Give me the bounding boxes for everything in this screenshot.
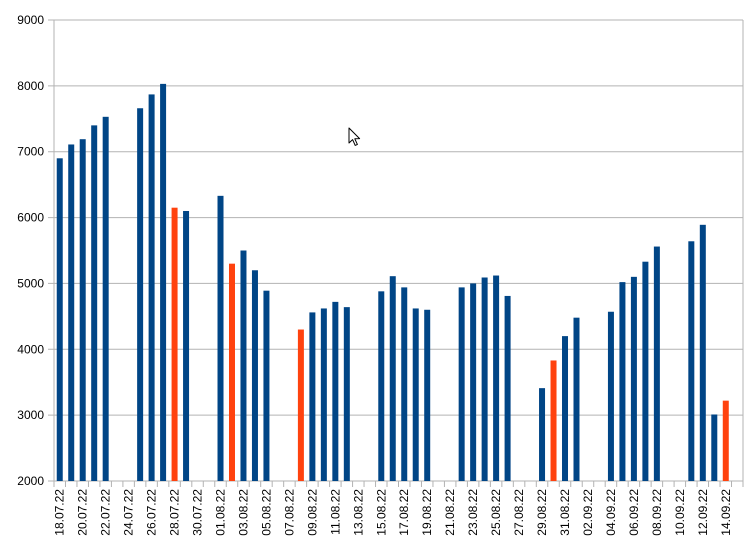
bar-22.08.22 [458, 287, 465, 481]
x-tick-label: 01.08.22 [214, 489, 228, 536]
bar-05.08.22 [263, 290, 270, 481]
bar-20.07.22 [79, 139, 86, 482]
bar-19.07.22 [68, 144, 75, 481]
y-tick-label: 5000 [17, 276, 44, 290]
x-tick-label: 30.07.22 [191, 489, 205, 536]
bar-01.09.22 [573, 317, 580, 481]
y-tick-label: 2000 [17, 474, 44, 488]
bar-07.09.22 [642, 261, 649, 481]
x-tick-label: 15.08.22 [374, 489, 388, 536]
bar-13.09.22 [711, 414, 718, 481]
bar-25.07.22 [137, 108, 144, 482]
x-tick-label: 19.08.22 [420, 489, 434, 536]
bar-23.08.22 [470, 283, 477, 481]
y-tick-label: 6000 [17, 211, 44, 225]
x-tick-label: 22.07.22 [99, 489, 113, 536]
bars [56, 83, 729, 482]
x-tick-label: 25.08.22 [489, 489, 503, 536]
bar-05.09.22 [619, 282, 626, 481]
y-tick-label: 7000 [17, 145, 44, 159]
bar-03.08.22 [240, 250, 247, 481]
bar-29.07.22 [183, 210, 190, 481]
bar-26.08.22 [504, 295, 511, 481]
bar-18.07.22 [56, 158, 63, 482]
x-tick-label: 21.08.22 [443, 489, 457, 536]
x-tick-label: 24.07.22 [122, 489, 136, 536]
y-tick-label: 4000 [17, 342, 44, 356]
bar-04.08.22 [251, 270, 258, 481]
bar-21.07.22 [91, 125, 98, 481]
bar-25.08.22 [493, 275, 500, 481]
bar-17.08.22 [401, 287, 408, 481]
bar-06.09.22 [630, 276, 637, 481]
x-tick-label: 03.08.22 [236, 489, 250, 536]
bar-15.08.22 [378, 291, 385, 481]
mouse-cursor-icon [348, 127, 361, 146]
bar-10.08.22 [320, 308, 327, 481]
bar-16.08.22 [389, 276, 396, 481]
x-tick-label: 11.08.22 [328, 489, 342, 535]
y-tick-label: 9000 [17, 13, 44, 27]
y-tick-labels: 2000 3000 4000 5000 6000 7000 8000 9000 [17, 13, 44, 488]
x-tick-label: 27.08.22 [512, 489, 526, 536]
bar-01.08.22 [217, 195, 224, 482]
x-tick-label: 05.08.22 [259, 489, 273, 536]
bar-26.07.22 [148, 94, 155, 481]
x-tick-label: 17.08.22 [397, 489, 411, 536]
x-tick-label: 10.09.22 [673, 489, 687, 536]
bar-29.08.22 [539, 388, 546, 481]
x-tick-label: 09.08.22 [305, 489, 319, 536]
axes [53, 20, 744, 487]
bar-11.09.22 [688, 241, 695, 481]
bar-12.09.22 [699, 224, 706, 481]
x-tick-label: 14.09.22 [719, 489, 733, 536]
bar-08.09.22 [653, 246, 660, 481]
bar-14.09.22 [722, 400, 729, 481]
bar-02.08.22 [228, 263, 235, 481]
bar-09.08.22 [309, 312, 316, 481]
bar-19.08.22 [424, 309, 431, 481]
bar-22.07.22 [102, 116, 109, 481]
y-tick-label: 3000 [17, 408, 44, 422]
x-tick-label: 18.07.22 [53, 489, 67, 536]
x-tick-label: 23.08.22 [466, 489, 480, 536]
x-tick-label: 06.09.22 [627, 489, 641, 536]
x-tick-label: 12.09.22 [696, 489, 710, 536]
bar-24.08.22 [481, 277, 488, 481]
x-tick-label: 29.08.22 [535, 489, 549, 536]
x-tick-label: 04.09.22 [604, 489, 618, 536]
x-tick-label: 26.07.22 [145, 489, 159, 536]
bar-31.08.22 [562, 336, 569, 481]
bar-08.08.22 [297, 329, 304, 481]
x-tick-labels: 18.07.22 20.07.22 22.07.22 24.07.22 26.07.22… [53, 489, 733, 536]
x-tick-label: 07.08.22 [282, 489, 296, 536]
x-tick-label: 31.08.22 [558, 489, 572, 536]
bar-04.09.22 [607, 311, 614, 481]
bar-12.08.22 [343, 307, 350, 481]
bar-28.07.22 [171, 207, 178, 481]
x-tick-label: 02.09.22 [581, 489, 595, 536]
bar-30.08.22 [550, 360, 557, 481]
x-tick-label: 20.07.22 [76, 489, 90, 536]
y-tick-label: 8000 [17, 79, 44, 93]
bar-11.08.22 [332, 301, 339, 481]
x-tick-label: 28.07.22 [168, 489, 182, 536]
bar-27.07.22 [160, 83, 167, 481]
x-tick-label: 13.08.22 [351, 489, 365, 536]
x-tick-label: 08.09.22 [650, 489, 664, 536]
bar-18.08.22 [412, 308, 419, 481]
